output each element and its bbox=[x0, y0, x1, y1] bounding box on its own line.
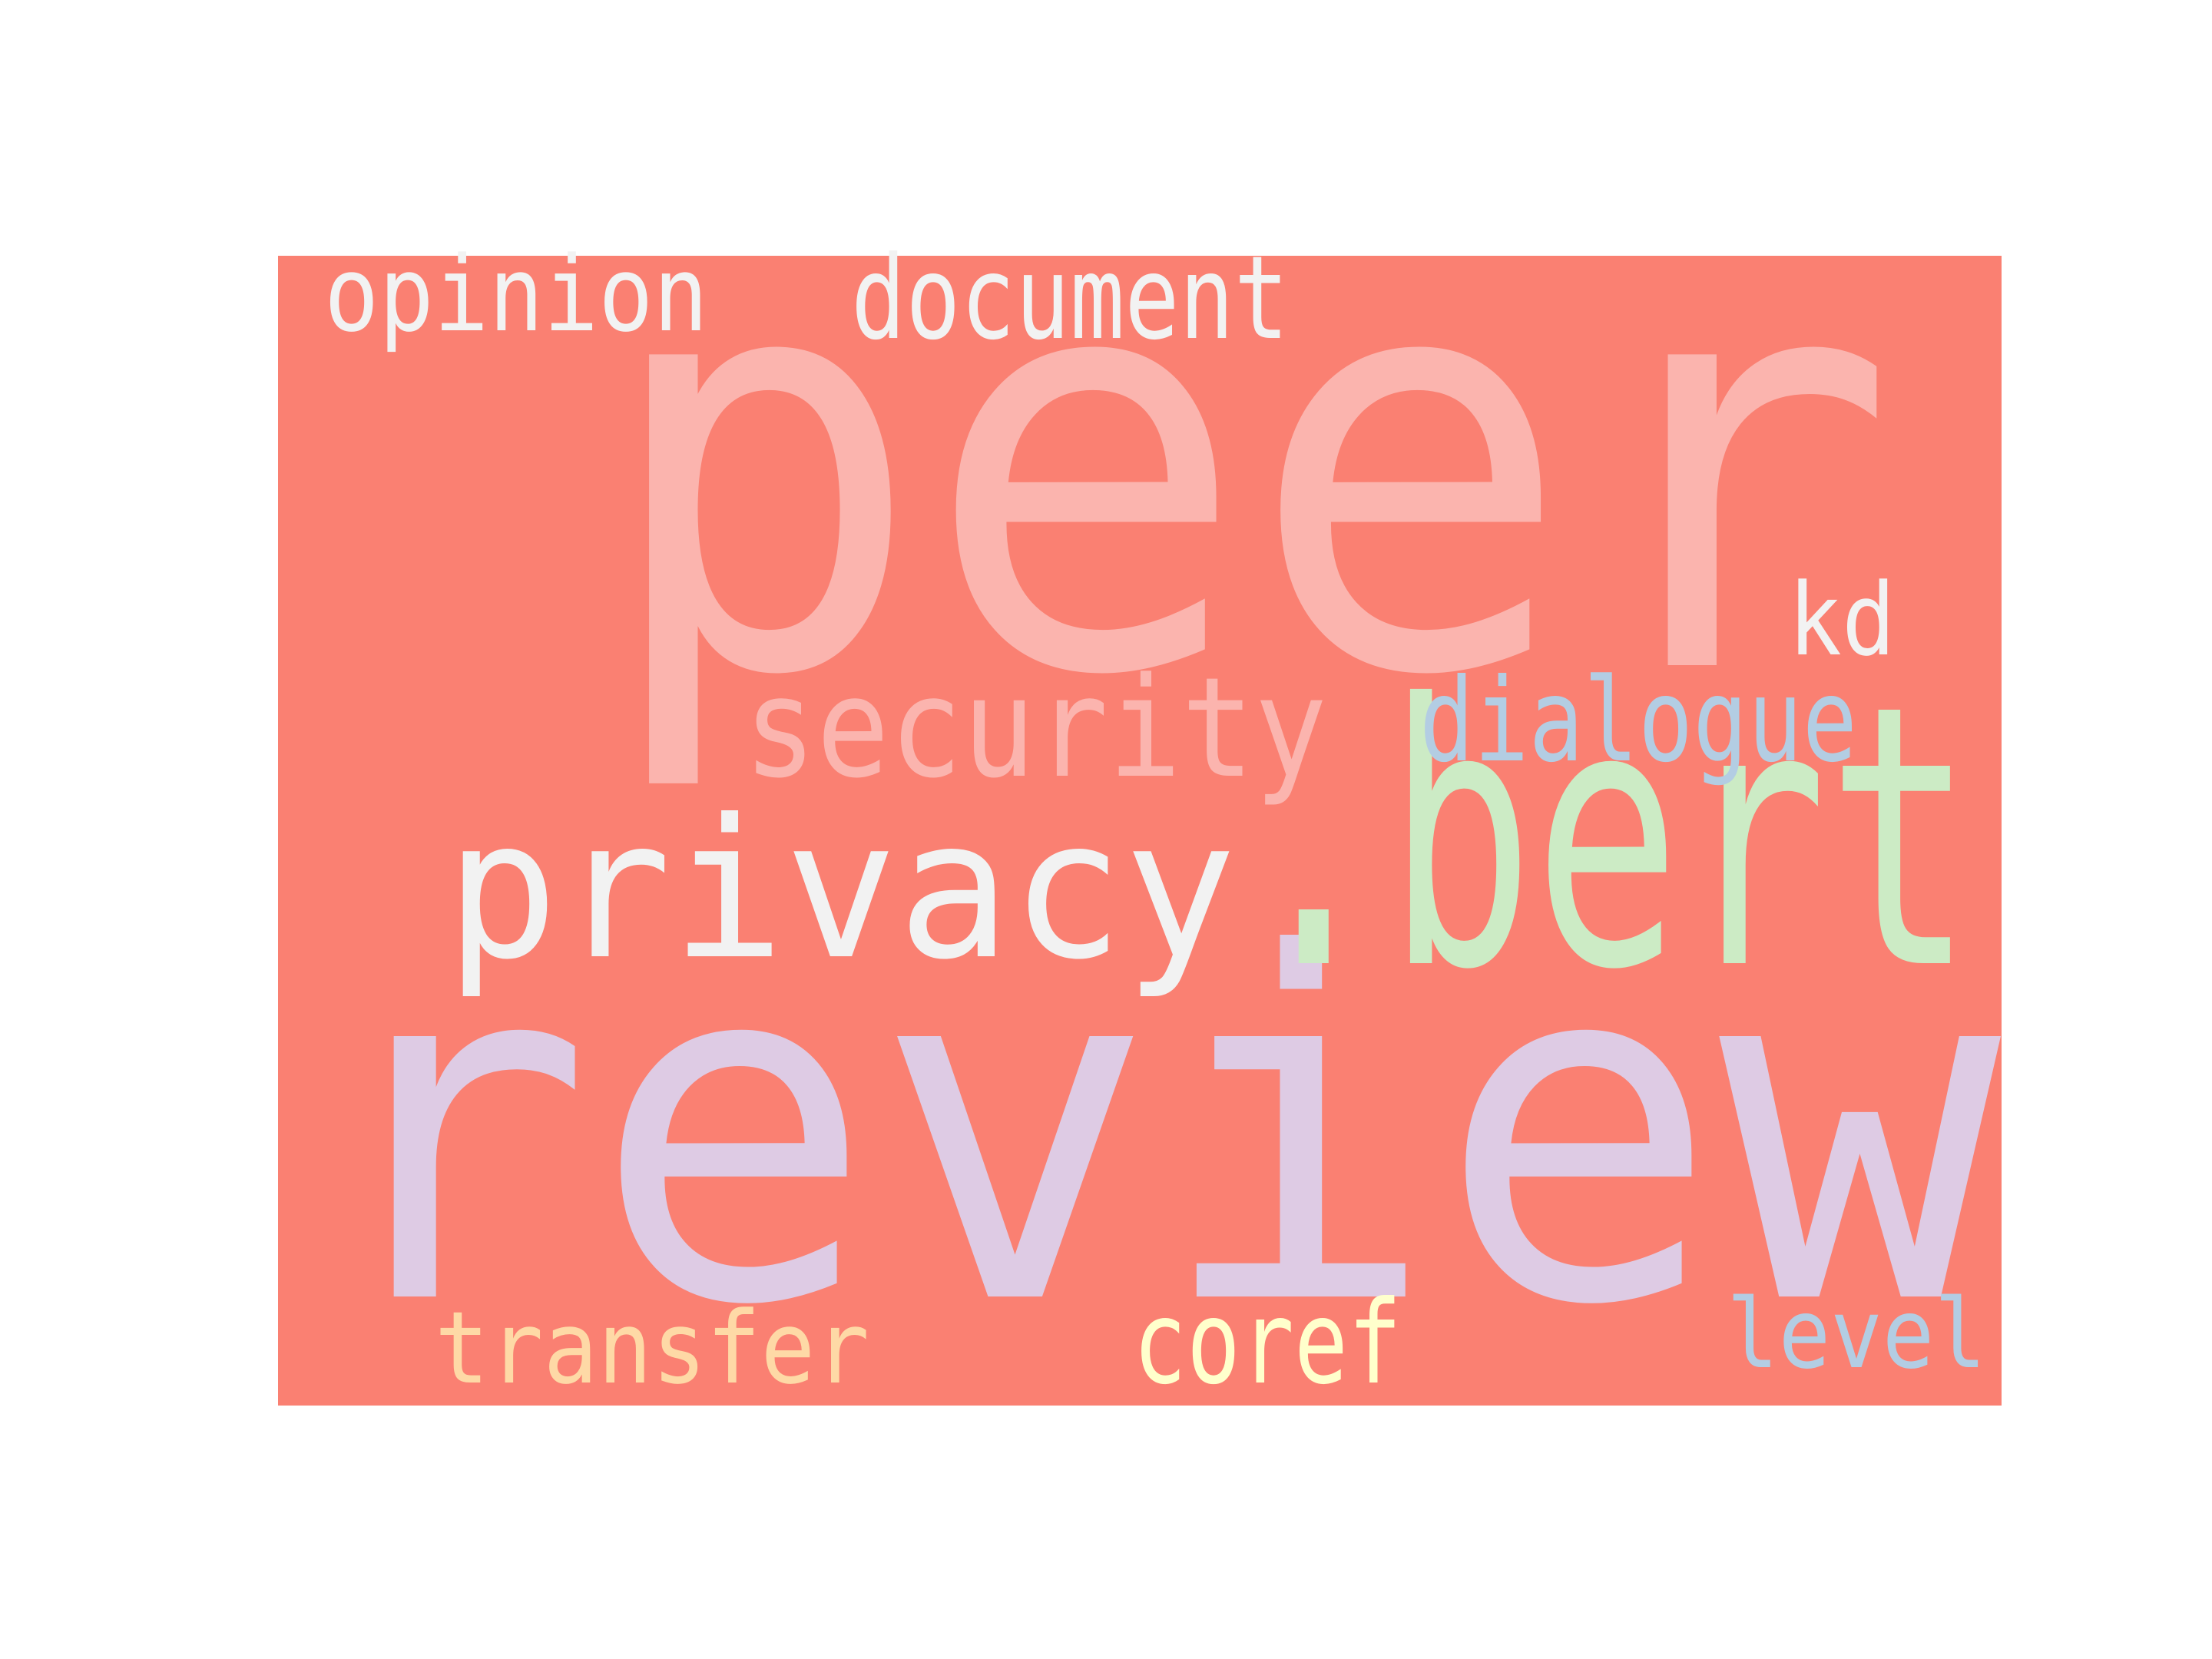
word-review: review bbox=[311, 856, 2004, 1409]
word-coref: coref bbox=[1133, 1277, 1402, 1410]
word-opinion: opinion bbox=[324, 234, 708, 355]
word-document: document bbox=[851, 232, 1289, 366]
word-transfer: transfer bbox=[435, 1290, 869, 1406]
word-security: security bbox=[743, 648, 1327, 809]
word-peer: peer bbox=[599, 137, 1897, 800]
word-level: level bbox=[1727, 1279, 1986, 1390]
word-kd: kd bbox=[1788, 561, 1896, 678]
word-dialogue: dialogue bbox=[1419, 654, 1857, 788]
word-bert: .bert bbox=[1240, 628, 1974, 1048]
word-privacy: privacy bbox=[445, 778, 1237, 1002]
word-cloud-background bbox=[278, 256, 2002, 1406]
